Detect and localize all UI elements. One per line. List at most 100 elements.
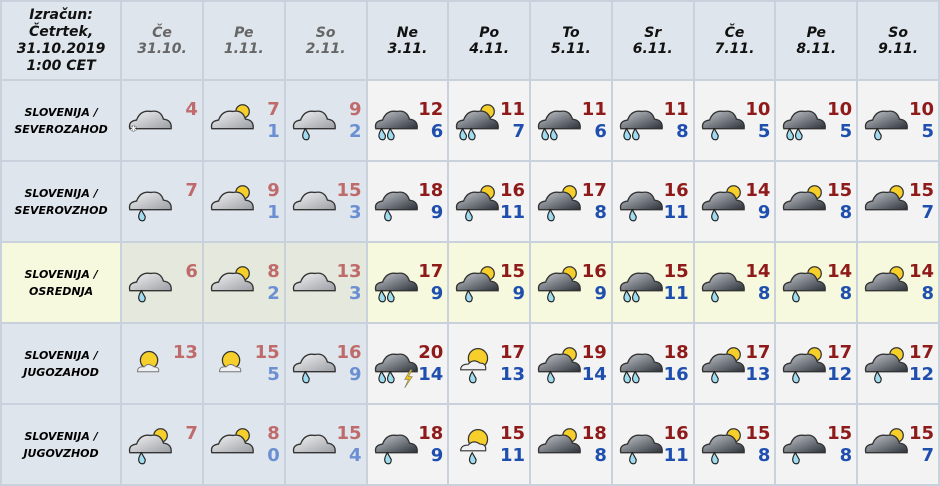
min-temp: 7: [921, 202, 934, 223]
forecast-cell: 17 12: [858, 324, 938, 403]
max-temp: 15: [336, 423, 362, 444]
day-header: Po 4.11.: [449, 2, 530, 79]
forecast-cell: 15 9: [449, 243, 530, 322]
region-name[interactable]: SLOVENIJA / OSREDNJA: [2, 243, 121, 322]
day-header: Sr 6.11.: [612, 2, 693, 79]
min-temp: 14: [581, 364, 607, 385]
max-temp: 10: [908, 99, 934, 120]
max-temp: 14: [908, 261, 934, 282]
light-cloud-snow-icon: ✱: [129, 110, 173, 135]
max-temp: 12: [418, 99, 444, 120]
dark-cloud-sun-rain-icon: [701, 347, 745, 384]
sun-cloud-rain-icon: [460, 348, 489, 384]
max-temp: 17: [745, 342, 771, 363]
max-temp: 13: [172, 342, 198, 363]
light-cloud-rain-icon: [292, 110, 336, 141]
min-temp: 16: [663, 364, 689, 385]
forecast-cell: 16 11: [612, 405, 693, 484]
day-name: Ne: [396, 24, 418, 41]
region-name[interactable]: SLOVENIJA / JUGOVZHOD: [2, 405, 121, 484]
min-temp: 8: [594, 202, 607, 223]
max-temp: 7: [185, 180, 198, 201]
min-temp: 8: [594, 445, 607, 466]
day-header: Če 31.10.: [122, 2, 202, 79]
min-temp: 12: [908, 364, 934, 385]
dark-cloud-rain-icon: [783, 434, 827, 465]
day-date: 4.11.: [469, 40, 510, 57]
max-temp: 15: [500, 423, 526, 444]
min-temp: 1: [267, 121, 280, 142]
forecast-cell: 18 9: [367, 162, 448, 241]
region-name[interactable]: SLOVENIJA / SEVEROZAHOD: [2, 81, 121, 160]
min-temp: 0: [267, 445, 280, 466]
day-name: To: [562, 24, 580, 41]
min-temp: 13: [745, 364, 771, 385]
day-date: 6.11.: [632, 40, 673, 57]
min-temp: 9: [430, 283, 444, 304]
region-name[interactable]: SLOVENIJA / JUGOZAHOD: [2, 324, 121, 403]
region-country: SLOVENIJA /: [24, 186, 98, 200]
day-date: 31.10.: [137, 40, 187, 57]
max-temp: 17: [827, 342, 853, 363]
region-label: JUGOZAHOD: [23, 365, 99, 379]
forecast-cell: 16 9: [531, 243, 611, 322]
day-date: 1.11.: [223, 40, 264, 57]
forecast-cell: 17 13: [449, 324, 530, 403]
dark-cloud-rain-icon: [865, 110, 909, 141]
forecast-cell: 13: [122, 324, 202, 403]
day-date: 9.11.: [878, 40, 919, 57]
forecast-cell: 11 8: [612, 81, 693, 160]
region-country: SLOVENIJA /: [24, 429, 98, 443]
max-temp: 18: [418, 423, 444, 444]
light-cloud-rain-icon: [292, 353, 336, 384]
forecast-cell: 16 11: [612, 162, 693, 241]
dark-cloud-sun-icon: [865, 185, 909, 211]
region-country: SLOVENIJA /: [24, 105, 98, 119]
light-cloud-icon: [292, 434, 336, 454]
dark-cloud-sun-rain-icon: [783, 266, 827, 303]
calc-time: 1:00 CET: [26, 57, 96, 74]
forecast-cell: 7: [122, 162, 202, 241]
max-temp: 17: [418, 261, 444, 282]
dark-cloud-rain-icon: [374, 191, 418, 222]
forecast-cell: 18 8: [531, 405, 611, 484]
min-temp: 8: [839, 445, 853, 466]
dark-cloud-heavy-rain-icon: [374, 110, 418, 141]
dark-cloud-sun-rain-icon: [456, 266, 500, 303]
dark-cloud-thunderstorm-icon: [374, 353, 418, 388]
forecast-cell: 19 14: [531, 324, 611, 403]
max-temp: 15: [663, 261, 689, 282]
forecast-cell: 10 5: [776, 81, 857, 160]
max-temp: 11: [500, 99, 526, 120]
region-name[interactable]: SLOVENIJA / SEVEROVZHOD: [2, 162, 121, 241]
max-temp: 16: [500, 180, 526, 201]
dark-cloud-sun-icon: [865, 428, 909, 454]
dark-cloud-sun-rain-icon: [537, 185, 581, 222]
max-temp: 15: [908, 180, 934, 201]
dark-cloud-rain-icon: [701, 272, 745, 303]
day-name: Sr: [644, 24, 662, 41]
day-header: Če 7.11.: [694, 2, 775, 79]
header-row: Izračun: Četrtek, 31.10.2019 1:00 CET Če…: [2, 2, 938, 79]
dark-cloud-heavy-rain-icon: [537, 110, 581, 141]
forecast-cell: 15 11: [449, 405, 530, 484]
region-row: SLOVENIJA / JUGOVZHOD 7 8 0 15 4 18 9 15 11 18 8 16 11…: [2, 405, 938, 484]
min-temp: 5: [839, 121, 853, 142]
max-temp: 18: [663, 342, 689, 363]
forecast-cell: 11 7: [449, 81, 530, 160]
day-header: Pe 1.11.: [203, 2, 284, 79]
min-temp: 8: [839, 283, 853, 304]
region-label: OSREDNJA: [28, 284, 94, 298]
max-temp: 15: [827, 423, 853, 444]
min-temp: 14: [418, 364, 444, 385]
min-temp: 1: [267, 202, 280, 223]
min-temp: 3: [348, 202, 362, 223]
max-temp: 19: [581, 342, 607, 363]
dark-cloud-sun-rain-icon: [701, 185, 745, 222]
min-temp: 8: [921, 283, 934, 304]
forecast-cell: 17 9: [367, 243, 448, 322]
dark-cloud-sun-icon: [865, 266, 909, 292]
dark-cloud-rain-icon: [701, 110, 745, 141]
day-date: 2.11.: [305, 40, 346, 57]
